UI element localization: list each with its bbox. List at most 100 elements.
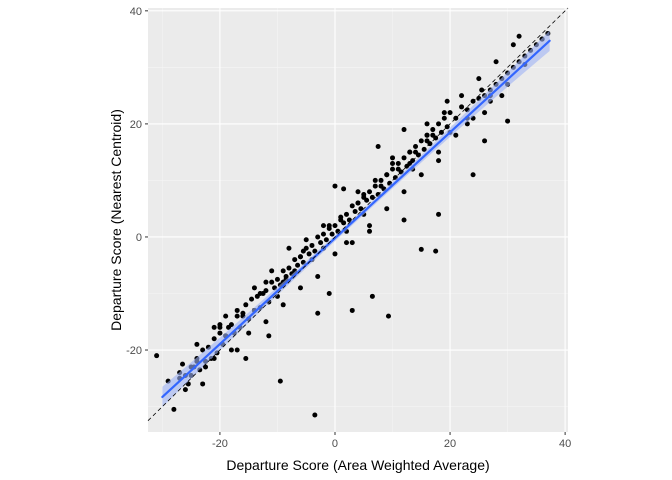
x-tick-label: 20 <box>444 438 456 450</box>
data-point <box>384 172 390 178</box>
data-point <box>401 127 407 133</box>
data-point <box>228 347 234 353</box>
data-point <box>280 268 286 274</box>
y-axis-ticks: -20 0 20 40 <box>126 6 148 357</box>
data-point <box>358 206 364 212</box>
data-point <box>401 155 407 161</box>
data-point <box>217 330 223 336</box>
data-point <box>369 194 375 200</box>
data-point <box>390 160 396 166</box>
data-point <box>211 336 217 342</box>
data-point <box>223 313 229 319</box>
data-point <box>182 387 188 393</box>
data-point <box>332 223 338 229</box>
data-point <box>154 353 160 359</box>
data-point <box>367 223 373 229</box>
data-point <box>367 228 373 234</box>
data-point <box>447 110 453 116</box>
data-point <box>200 347 206 353</box>
data-point <box>390 155 396 161</box>
y-tick-label: -20 <box>126 345 142 357</box>
identity-reference-line <box>147 7 569 421</box>
data-point <box>249 296 255 302</box>
data-point <box>171 406 177 412</box>
data-point <box>332 183 338 189</box>
data-point <box>303 237 309 243</box>
data-point <box>352 209 358 215</box>
data-point <box>407 149 413 155</box>
data-point <box>459 93 465 99</box>
data-point <box>200 381 206 387</box>
data-point <box>436 149 442 155</box>
data-point <box>292 257 298 263</box>
data-point <box>395 160 401 166</box>
data-point <box>436 121 442 127</box>
data-point <box>243 356 249 362</box>
data-point <box>367 189 373 195</box>
data-point <box>295 262 301 268</box>
data-point <box>436 211 442 217</box>
data-point <box>378 177 384 183</box>
data-point <box>424 121 430 127</box>
data-point <box>413 144 419 150</box>
data-point <box>320 231 326 237</box>
data-point <box>269 279 275 285</box>
data-point <box>318 240 324 246</box>
data-point <box>300 248 306 254</box>
data-point <box>320 223 326 229</box>
data-point <box>349 203 355 209</box>
data-point <box>401 217 407 223</box>
data-point <box>361 192 367 198</box>
data-point <box>332 251 338 257</box>
data-point <box>378 183 384 189</box>
data-point <box>505 118 511 124</box>
data-point <box>369 293 375 299</box>
data-point <box>355 200 361 206</box>
data-point <box>315 234 321 240</box>
data-point <box>384 206 390 212</box>
fit-line <box>161 39 551 399</box>
data-point <box>243 302 249 308</box>
grid-major-lines <box>148 8 568 432</box>
y-axis-title: Departure Score (Nearest Centroid) <box>108 109 124 331</box>
data-point <box>315 274 321 280</box>
data-point <box>459 104 465 110</box>
plot-panel <box>148 8 568 432</box>
data-point <box>430 132 436 138</box>
data-point <box>234 313 240 319</box>
data-point <box>257 290 263 296</box>
data-point <box>424 132 430 138</box>
data-point <box>482 138 488 144</box>
data-point <box>441 110 447 116</box>
data-point <box>326 290 332 296</box>
data-point <box>418 172 424 178</box>
data-point <box>234 347 240 353</box>
data-point <box>470 172 476 178</box>
data-point <box>413 149 419 155</box>
data-point <box>263 288 269 294</box>
data-point <box>194 341 200 347</box>
data-point <box>372 177 378 183</box>
data-point <box>355 189 361 195</box>
data-point <box>286 245 292 251</box>
data-point <box>349 240 355 246</box>
data-point <box>430 127 436 133</box>
data-point <box>482 110 488 116</box>
y-tick-label: 20 <box>130 119 142 131</box>
data-point <box>274 276 280 282</box>
y-tick-label: 0 <box>136 232 142 244</box>
data-point <box>306 251 312 257</box>
data-point <box>395 166 401 172</box>
data-point <box>312 248 318 254</box>
y-tick-label: 40 <box>130 6 142 18</box>
data-point <box>309 242 315 248</box>
data-point <box>180 361 186 367</box>
data-point <box>211 324 217 330</box>
data-point <box>424 138 430 144</box>
data-point <box>315 310 321 316</box>
data-point <box>246 330 252 336</box>
x-tick-label: 0 <box>332 438 338 450</box>
data-point <box>269 268 275 274</box>
data-point <box>349 307 355 313</box>
